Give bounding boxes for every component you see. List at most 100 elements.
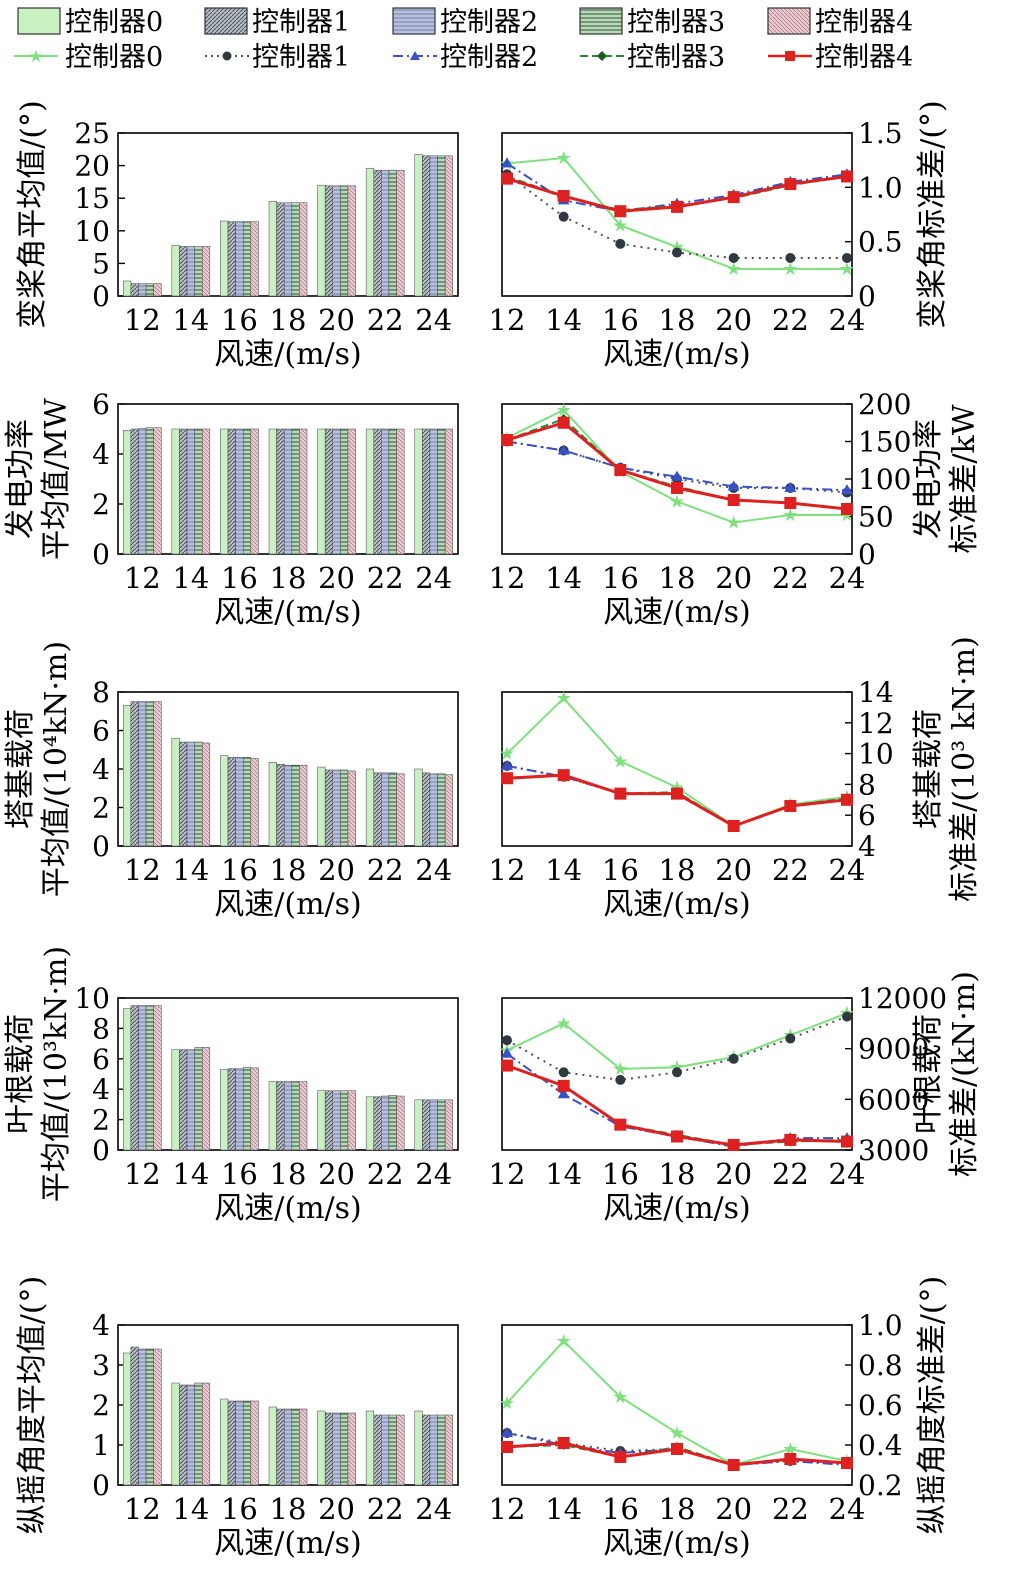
legend-line-sample-0: ★ <box>14 47 58 67</box>
y-tick-label: 2 <box>92 488 110 521</box>
bar-s0-20 <box>317 1410 326 1486</box>
marker-s0-12: ★ <box>499 744 515 765</box>
x-tick-label: 22 <box>772 303 809 337</box>
bar-s4-14 <box>202 428 211 555</box>
y-tick-label: 0 <box>92 538 110 571</box>
x-tick-label: 24 <box>415 303 452 337</box>
bar-s3-12 <box>145 701 154 847</box>
bar-s0-18 <box>268 1081 277 1151</box>
bar-s1-18 <box>276 428 285 555</box>
bar-s4-22 <box>396 169 405 297</box>
x-tick-label: 20 <box>318 1492 355 1526</box>
marker-s0-14: ★ <box>556 400 572 421</box>
bar-s3-20 <box>340 769 349 847</box>
marker-s1-16 <box>615 1074 626 1085</box>
marker-s4-16 <box>614 464 627 476</box>
x-axis-label: 风速/(m/s) <box>214 595 361 630</box>
y-tick-label: 4 <box>92 438 110 471</box>
x-tick-label: 22 <box>772 561 809 595</box>
x-tick-label: 18 <box>270 1492 307 1526</box>
x-tick-label: 14 <box>172 853 209 887</box>
legend-bar-label-2: 控制器2 <box>440 7 538 38</box>
legend-bar-swatch-2 <box>392 7 436 35</box>
x-tick-label: 18 <box>270 1157 307 1191</box>
x-tick-label: 22 <box>772 853 809 887</box>
legend-bar-swatch-4 <box>767 7 811 35</box>
marker-s1-20 <box>728 252 739 263</box>
x-tick-label: 18 <box>659 1157 696 1191</box>
bar-s0-12 <box>123 430 132 555</box>
svg-text:★: ★ <box>28 47 43 67</box>
bar-s4-12 <box>153 283 162 297</box>
bar-s4-16 <box>250 428 259 555</box>
bar-s3-24 <box>437 773 446 847</box>
x-tick-label: 14 <box>172 1492 209 1526</box>
x-axis-label: 风速/(m/s) <box>603 595 750 630</box>
bar-s3-12 <box>145 283 154 297</box>
marker-s0-16: ★ <box>612 751 628 772</box>
marker-s1-20 <box>728 1053 739 1064</box>
x-tick-label: 14 <box>545 853 582 887</box>
bar-s1-22 <box>373 1096 382 1151</box>
x-tick-label: 20 <box>715 1492 752 1526</box>
bar-s4-14 <box>202 246 211 297</box>
x-tick-label: 12 <box>124 853 161 887</box>
x-tick-label: 22 <box>367 1492 404 1526</box>
y-tick-label: 0.4 <box>858 1429 903 1462</box>
marker-s4-20 <box>727 191 740 204</box>
bar-s0-24 <box>414 768 423 847</box>
bar-s3-24 <box>437 1414 446 1486</box>
bar-s0-18 <box>268 1406 277 1486</box>
y-tick-label: 0.8 <box>858 1349 903 1382</box>
bar-s4-24 <box>444 1099 453 1151</box>
x-tick-label: 22 <box>367 303 404 337</box>
bar-s2-22 <box>381 772 390 847</box>
bar-s0-22 <box>365 1096 374 1151</box>
x-tick-label: 24 <box>829 1157 866 1191</box>
y-axis-label: 叶根载荷 <box>911 1014 946 1134</box>
y-tick-label: 3 <box>92 1349 110 1382</box>
x-tick-label: 22 <box>367 853 404 887</box>
marker-s4-18 <box>671 787 683 800</box>
bar-s3-14 <box>194 1382 203 1486</box>
plot-frame <box>501 997 853 1151</box>
bar-s0-16 <box>220 1069 229 1151</box>
bar-s2-20 <box>332 428 341 555</box>
x-tick-label: 22 <box>772 1157 809 1191</box>
marker-s4-24 <box>841 1457 853 1469</box>
marker-s2-24 <box>841 484 853 495</box>
bar-s2-14 <box>186 428 195 555</box>
bar-s0-20 <box>317 184 326 297</box>
bar-s1-18 <box>276 202 285 297</box>
x-tick-label: 14 <box>172 561 209 595</box>
marker-s0-16: ★ <box>612 215 628 236</box>
y-tick-label: 2 <box>92 1389 110 1422</box>
x-tick-label: 18 <box>659 561 696 595</box>
bar-s0-24 <box>414 154 423 297</box>
y-tick-label: 50 <box>858 501 894 534</box>
y-tick-label: 14 <box>858 676 894 709</box>
bar-s1-12 <box>130 1005 139 1151</box>
bar-s2-16 <box>235 757 244 847</box>
marker-s1-18 <box>672 1067 682 1078</box>
marker-s4-20 <box>727 1138 740 1151</box>
y-tick-label: 0.6 <box>858 1389 903 1422</box>
bar-s1-24 <box>422 428 431 555</box>
bar-s3-16 <box>242 1400 252 1486</box>
bar-s0-20 <box>317 428 326 555</box>
bar-s0-16 <box>220 1398 229 1486</box>
legend-bar-row: 控制器0 控制器1 控制器2 控制器3 控制器4 <box>17 7 913 38</box>
bar-s3-22 <box>388 772 397 847</box>
bar-s3-24 <box>437 155 446 297</box>
x-tick-label: 24 <box>415 853 452 887</box>
marker-s0-18: ★ <box>669 1423 685 1444</box>
legend-line-label-3: 控制器3 <box>627 42 725 73</box>
bar-s2-24 <box>429 155 438 297</box>
bar-s3-20 <box>340 428 349 555</box>
marker-s4-20 <box>727 819 740 832</box>
bar-s0-14 <box>171 737 180 847</box>
x-axis-label: 风速/(m/s) <box>603 1191 750 1226</box>
bar-s0-18 <box>268 428 277 555</box>
bar-s3-22 <box>388 1414 397 1486</box>
